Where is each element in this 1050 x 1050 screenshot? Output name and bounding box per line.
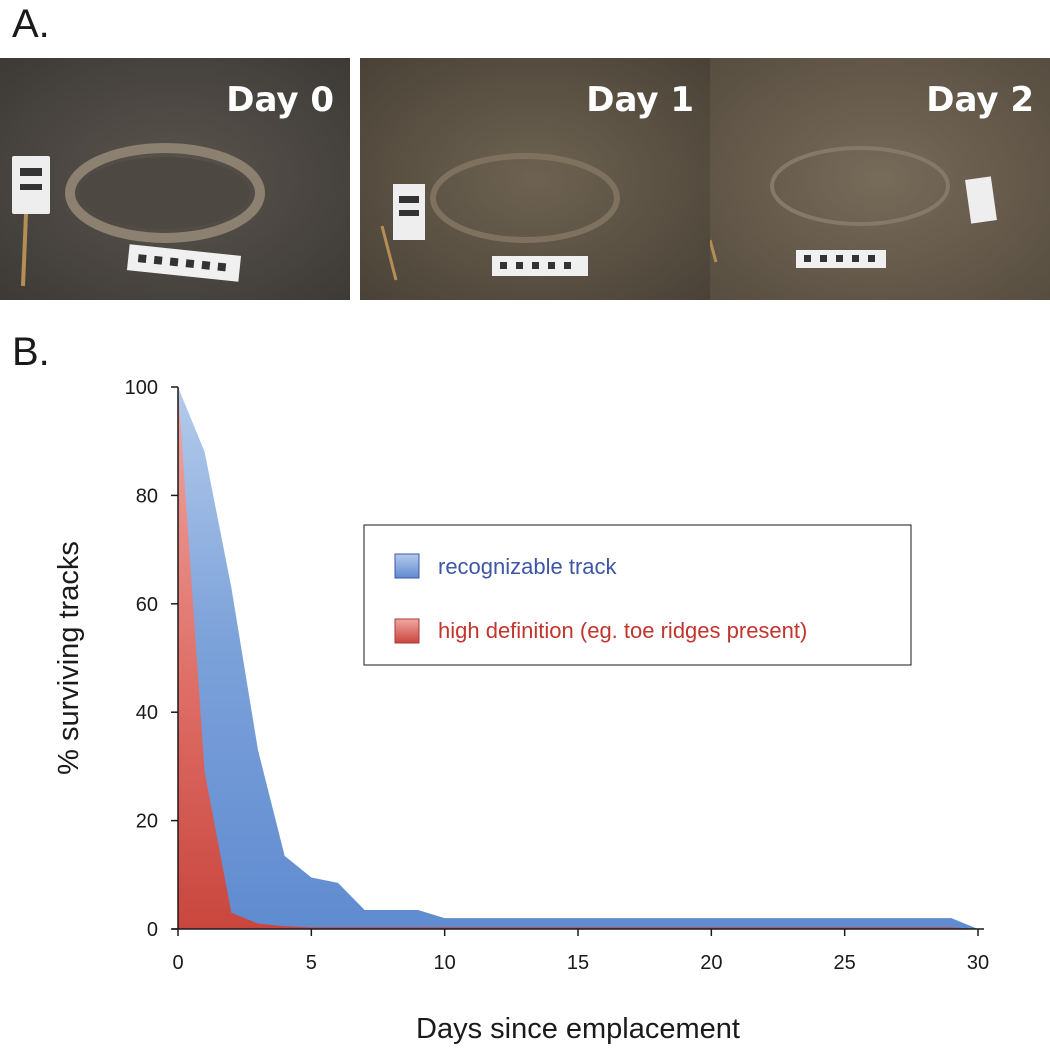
x-tick-label: 15 xyxy=(567,952,589,974)
y-ticks: 0 20 40 60 80 100 xyxy=(125,377,178,941)
track-photo-day-0-image xyxy=(0,58,350,300)
legend-swatch-recognizable xyxy=(394,553,420,579)
legend-swatch-high-definition xyxy=(394,618,420,644)
panel-b-label: B. xyxy=(12,330,50,374)
legend: recognizable track high definition (eg. … xyxy=(363,524,912,666)
series-layer xyxy=(178,387,978,929)
track-photo-day-2-image xyxy=(710,58,1050,300)
track-photo-day-1-image xyxy=(360,58,710,300)
legend-label-high-definition: high definition (eg. toe ridges present) xyxy=(438,618,807,643)
x-tick-label: 10 xyxy=(434,952,456,974)
area-series-0 xyxy=(178,387,978,929)
x-axis-label: Days since emplacement xyxy=(416,1013,740,1045)
track-photo-day-0: Day 0 xyxy=(0,58,350,300)
legend-label-recognizable: recognizable track xyxy=(438,554,618,579)
y-axis-label: % surviving tracks xyxy=(53,541,85,775)
track-photo-day-2: Day 2 xyxy=(710,58,1050,300)
day-label: Day 2 xyxy=(926,80,1034,120)
y-tick-label: 40 xyxy=(136,702,158,724)
y-tick-label: 100 xyxy=(125,377,158,399)
x-tick-label: 25 xyxy=(834,952,856,974)
photo-strip: Day 0 Day 1 xyxy=(0,58,1050,300)
day-label: Day 1 xyxy=(586,80,694,120)
x-tick-label: 5 xyxy=(306,952,317,974)
y-tick-label: 0 xyxy=(147,919,158,941)
track-photo-day-1: Day 1 xyxy=(360,58,710,300)
y-tick-label: 20 xyxy=(136,811,158,833)
legend-box xyxy=(363,524,912,666)
panel-a-label: A. xyxy=(12,2,50,46)
x-tick-label: 20 xyxy=(700,952,722,974)
x-ticks: 0 5 10 15 20 25 30 xyxy=(172,929,989,974)
y-tick-label: 80 xyxy=(136,485,158,507)
survival-area-chart: 0 5 10 15 20 25 30 0 20 40 60 80 100 Days since emp… xyxy=(53,377,989,1045)
day-label: Day 0 xyxy=(226,80,334,120)
x-tick-label: 30 xyxy=(967,952,989,974)
x-tick-label: 0 xyxy=(172,952,183,974)
y-tick-label: 60 xyxy=(136,594,158,616)
